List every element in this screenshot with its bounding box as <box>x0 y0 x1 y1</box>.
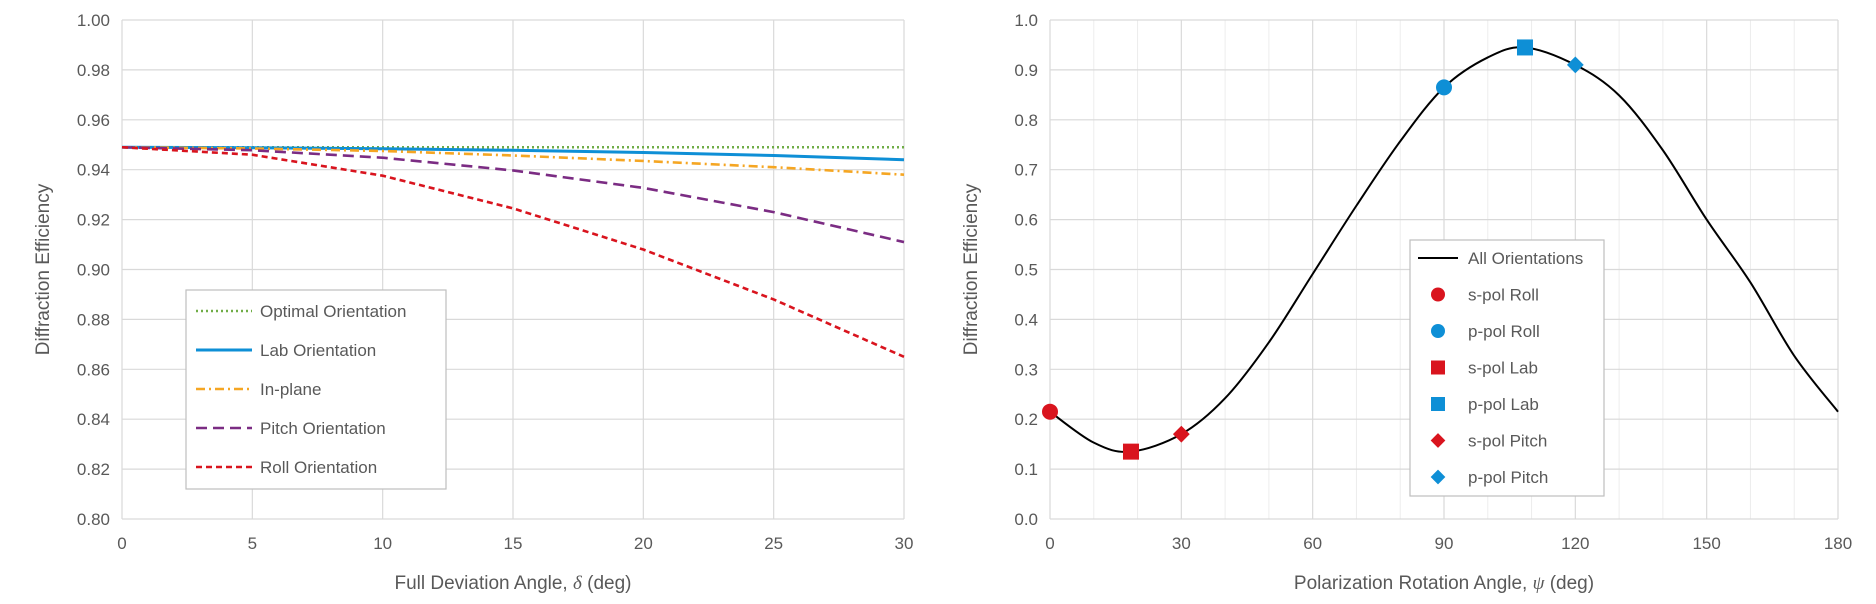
legend-item: s-pol Lab <box>1431 359 1538 378</box>
legend-marker <box>1431 324 1445 338</box>
legend: All Orientations s-pol Roll p-pol Roll s-po… <box>1409 239 1605 497</box>
y-tick-label: 0.88 <box>77 310 110 329</box>
y-axis-label: Diffraction Efficiency <box>961 183 982 355</box>
x-tick-label: 150 <box>1692 534 1720 553</box>
x-axis-label: Full Deviation Angle, δ (deg) <box>395 573 632 594</box>
legend-label: s-pol Roll <box>1468 286 1539 305</box>
y-tick-label: 0.84 <box>77 410 110 429</box>
series-line-5 <box>121 145 905 359</box>
legend-item: Pitch Orientation <box>196 419 386 438</box>
x-tick-label: 120 <box>1561 534 1589 553</box>
x-axis-label-symbol: δ <box>573 573 583 594</box>
legend-item: Lab Orientation <box>196 341 376 360</box>
chart-deviation-angle: 0 5 10 15 20 25 30 0.80 0.82 0.84 0.86 0.88 0.90 0.92… <box>33 11 913 594</box>
x-axis-label-symbol: ψ <box>1533 573 1546 594</box>
x-tick-label: 0 <box>1045 534 1054 553</box>
legend-item: Roll Orientation <box>196 458 377 477</box>
legend-item: All Orientations <box>1418 249 1583 268</box>
y-tick-label: 0.90 <box>77 261 110 280</box>
legend-label: Lab Orientation <box>260 341 376 360</box>
y-tick-label: 0.6 <box>1014 211 1038 230</box>
y-tick-label: 0.98 <box>77 61 110 80</box>
legend-item: In-plane <box>196 380 321 399</box>
x-tick-label: 10 <box>373 534 392 553</box>
x-axis-label-unit: (deg) <box>1544 573 1594 594</box>
y-tick-label: 0.3 <box>1014 360 1038 379</box>
legend-item: s-pol Roll <box>1431 286 1539 305</box>
y-tick-label: 0.80 <box>77 510 110 529</box>
legend-item: p-pol Pitch <box>1430 468 1548 487</box>
y-tick-label: 0.4 <box>1014 310 1038 329</box>
y-tick-label: 0.8 <box>1014 111 1038 130</box>
x-tick-label: 25 <box>764 534 783 553</box>
series-line-4 <box>121 145 905 244</box>
x-tick-label: 30 <box>1172 534 1191 553</box>
y-tick-label: 0.5 <box>1014 261 1038 280</box>
x-axis-label-text: Polarization Rotation Angle, <box>1294 573 1533 594</box>
legend-item: s-pol Pitch <box>1430 432 1547 451</box>
x-axis-label-unit: (deg) <box>582 573 632 594</box>
legend-marker <box>1430 433 1446 448</box>
x-tick-label: 15 <box>504 534 523 553</box>
y-tick-label: 0.86 <box>77 360 110 379</box>
legend-marker <box>1431 360 1445 375</box>
legend-label: s-pol Lab <box>1468 359 1538 378</box>
legend-label: p-pol Lab <box>1468 395 1539 414</box>
y-tick-label: 0.82 <box>77 460 110 479</box>
y-axis-label: Diffraction Efficiency <box>33 183 54 355</box>
y-tick-label: 1.00 <box>77 11 110 30</box>
x-axis-label-text: Full Deviation Angle, <box>395 573 574 594</box>
y-tick-label: 0.2 <box>1014 410 1038 429</box>
legend-label: p-pol Roll <box>1468 322 1540 341</box>
legend-marker <box>1431 397 1445 411</box>
x-tick-label: 180 <box>1824 534 1852 553</box>
legend-label: Pitch Orientation <box>260 419 386 438</box>
marker-s-pol-roll <box>1042 403 1058 420</box>
y-tick-label: 0.0 <box>1014 510 1038 529</box>
legend-item: p-pol Lab <box>1431 395 1539 414</box>
y-tick-label: 0.7 <box>1014 161 1038 180</box>
legend-label: In-plane <box>260 380 321 399</box>
x-tick-label: 5 <box>248 534 257 553</box>
legend-marker <box>1431 287 1445 302</box>
legend-label: Roll Orientation <box>260 458 377 477</box>
marker-p-pol-pitch <box>1566 56 1584 74</box>
marker-s-pol-pitch <box>1172 425 1190 443</box>
x-tick-label: 30 <box>895 534 914 553</box>
series-line-3 <box>121 145 905 176</box>
series-line-2 <box>121 145 905 162</box>
series-lines <box>121 145 905 359</box>
y-tick-label: 1.0 <box>1014 11 1038 30</box>
legend-item: p-pol Roll <box>1431 322 1540 341</box>
legend-marker <box>1430 469 1446 485</box>
legend-label: p-pol Pitch <box>1468 468 1548 487</box>
y-tick-label: 0.92 <box>77 211 110 230</box>
x-axis-label: Polarization Rotation Angle, ψ (deg) <box>1294 573 1594 594</box>
legend-item: Optimal Orientation <box>196 302 406 321</box>
data-markers <box>1042 39 1584 460</box>
x-tick-label: 0 <box>117 534 126 553</box>
legend-label: s-pol Pitch <box>1468 432 1547 451</box>
legend: Optimal Orientation Lab Orientation In-pla… <box>185 289 447 490</box>
x-tick-label: 60 <box>1303 534 1322 553</box>
y-tick-label: 0.94 <box>77 161 110 180</box>
y-tick-label: 0.1 <box>1014 460 1038 479</box>
legend-label: Optimal Orientation <box>260 302 406 321</box>
x-tick-label: 20 <box>634 534 653 553</box>
chart-polarization-rotation: 0 30 60 90 120 150 180 0.0 0.1 0.2 0.3 0.4 0.5 0.6 0.7… <box>961 11 1852 594</box>
y-tick-label: 0.96 <box>77 111 110 130</box>
marker-s-pol-lab <box>1122 443 1139 460</box>
y-tick-label: 0.9 <box>1014 61 1038 80</box>
x-tick-label: 90 <box>1435 534 1454 553</box>
legend-label: All Orientations <box>1468 249 1583 268</box>
marker-p-pol-roll <box>1436 79 1452 96</box>
marker-p-pol-lab <box>1516 39 1533 56</box>
